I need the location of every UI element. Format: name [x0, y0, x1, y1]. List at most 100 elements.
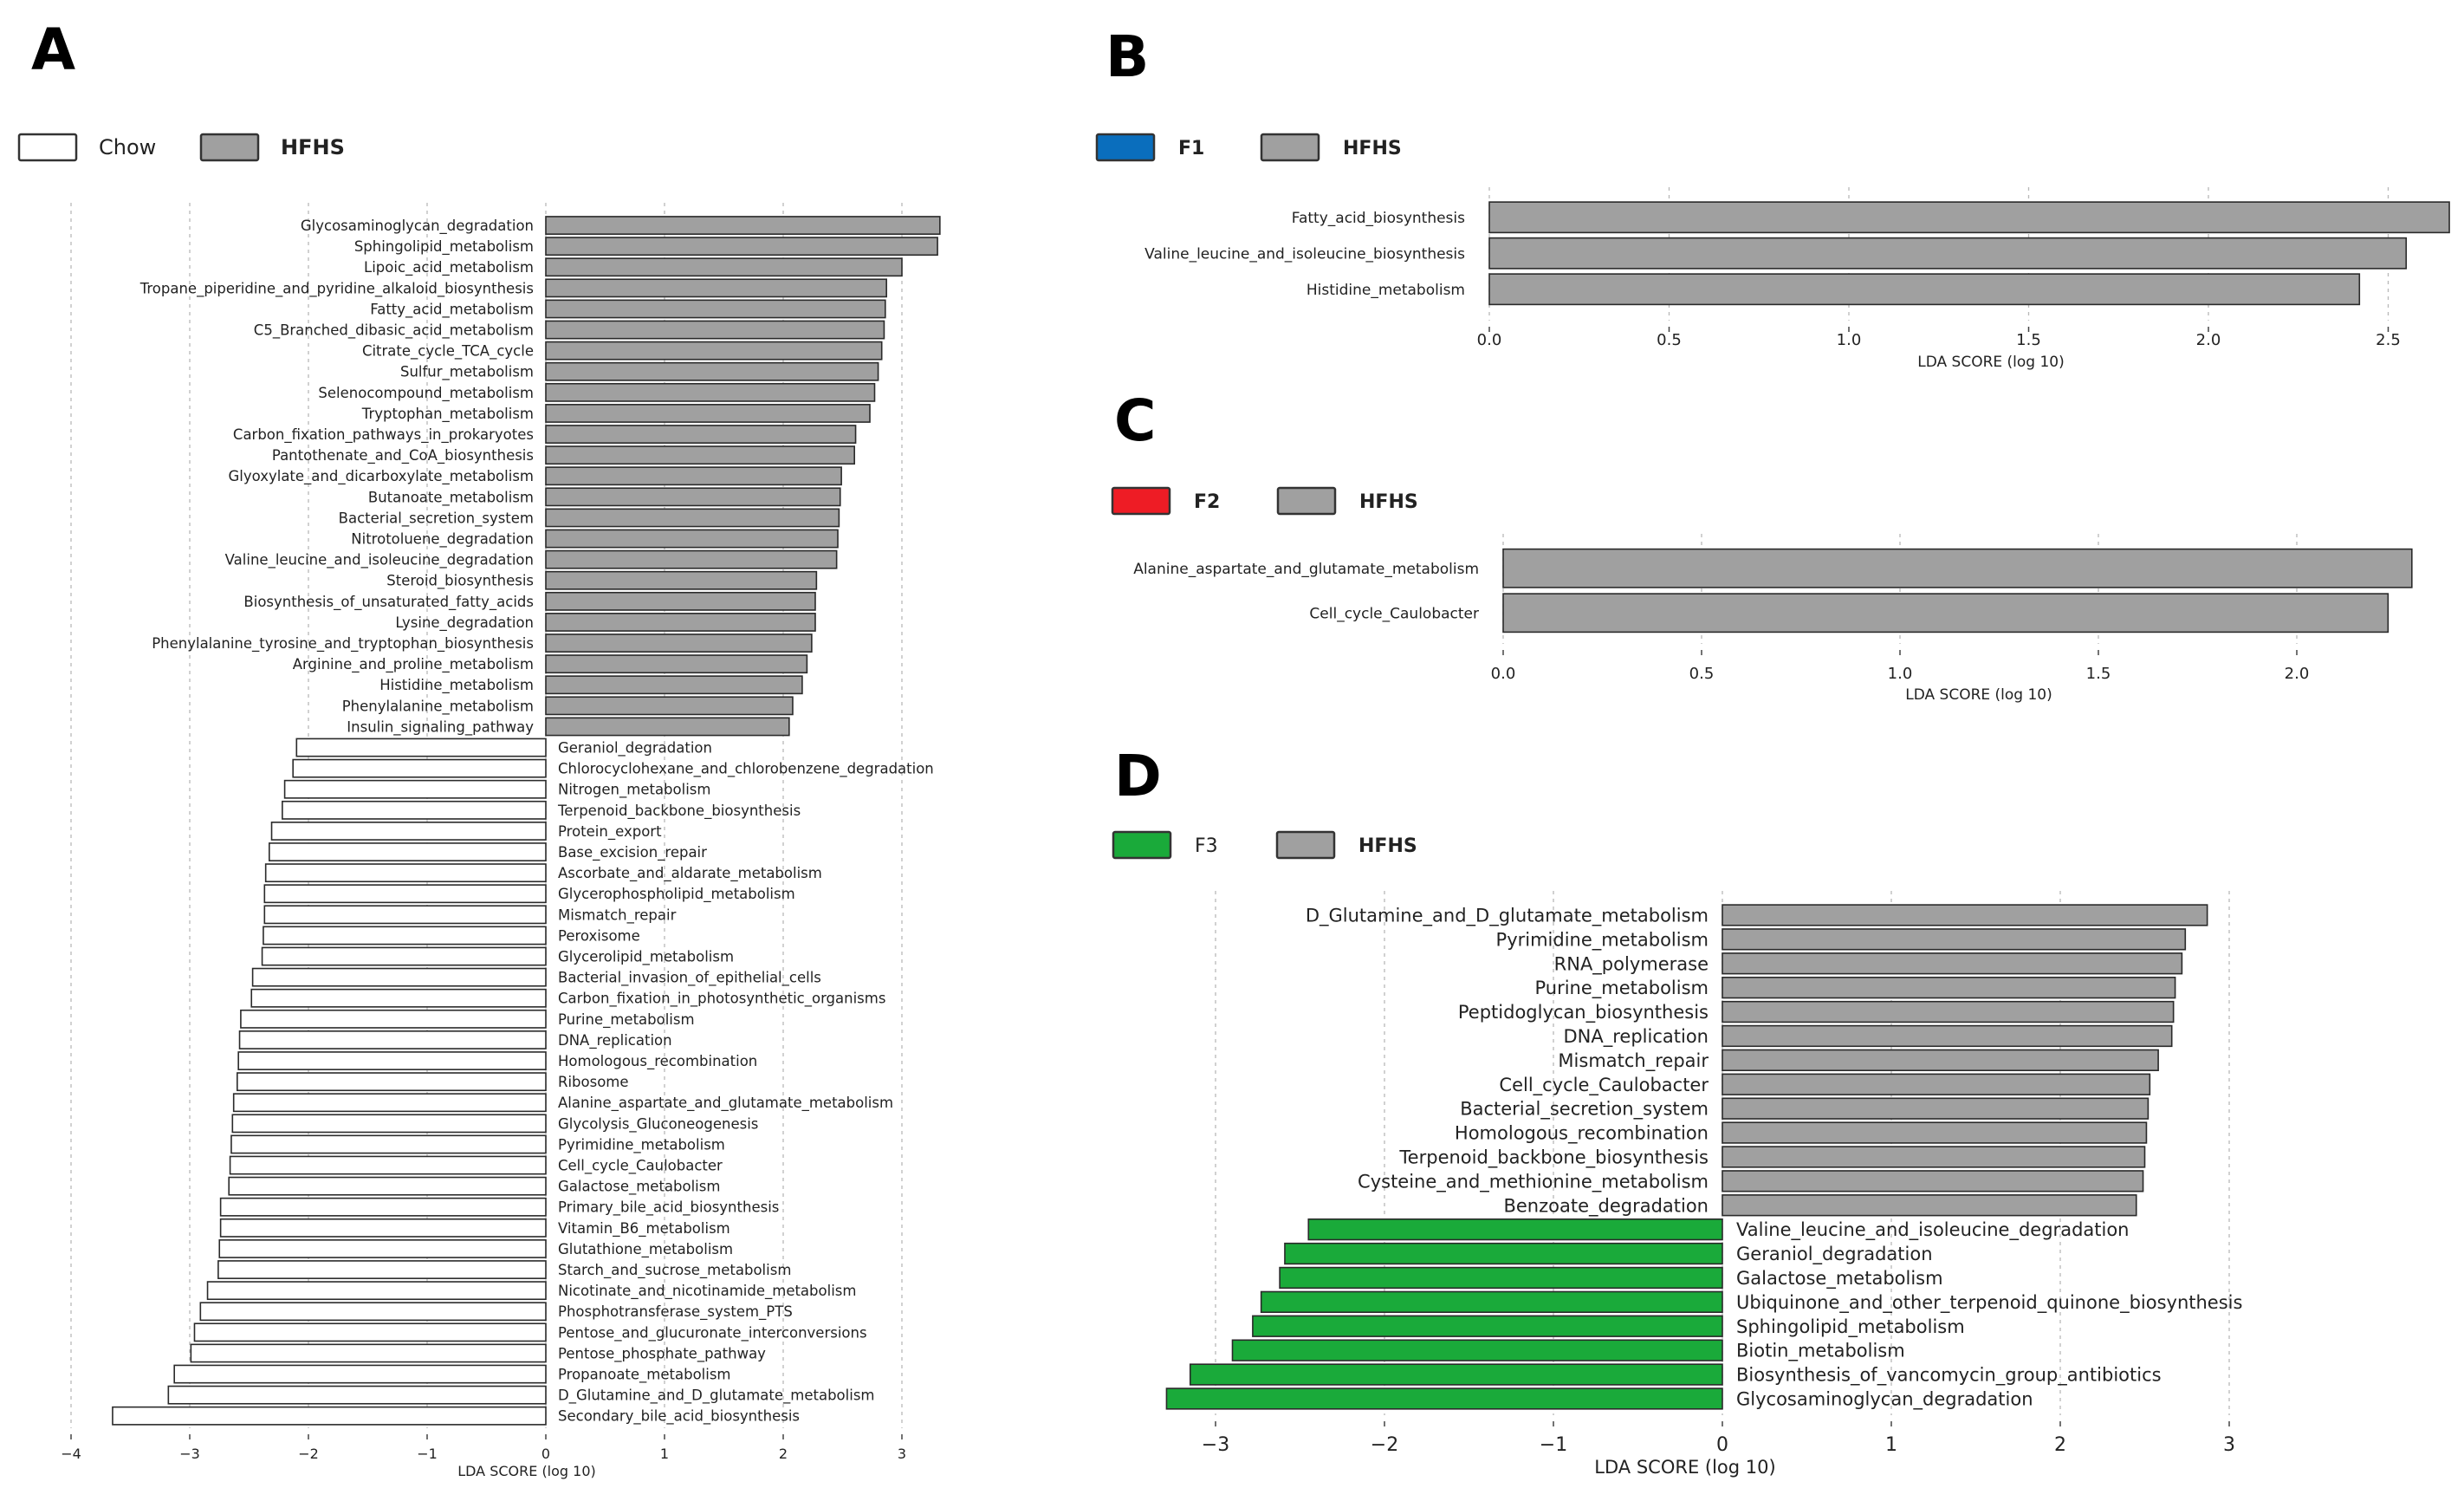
panel-c-tick-label: 1.5 — [2086, 665, 2111, 683]
panel-d-bar-label: Peptidoglycan_biosynthesis — [1458, 1002, 1709, 1023]
panel-a-bar — [228, 1176, 547, 1196]
panel-a-bar — [217, 1260, 547, 1279]
panel-d-bar — [1722, 1170, 2144, 1192]
panel-a-bar-label: Lipoic_acid_metabolism — [364, 259, 534, 276]
panel-a-bar-label: Glyoxylate_and_dicarboxylate_metabolism — [228, 468, 534, 485]
panel-a-bar — [270, 822, 547, 841]
panel-b-bar-label: Valine_leucine_and_isoleucine_biosynthes… — [1144, 245, 1465, 263]
panel-a-bar-label: Purine_metabolism — [558, 1011, 695, 1029]
panel-d-bar-label: Cell_cycle_Caulobacter — [1499, 1075, 1709, 1096]
panel-a-bar-label: Alanine_aspartate_and_glutamate_metaboli… — [558, 1095, 893, 1112]
panel-a-bar — [545, 382, 876, 402]
panel-d-bar — [1722, 904, 2208, 926]
panel-d-bar-label: Bacterial_secretion_system — [1460, 1099, 1709, 1121]
panel-a-legend-label-chow: Chow — [99, 135, 156, 159]
panel-a-bar — [229, 1155, 547, 1175]
panel-a-bar-label: Base_excision_repair — [558, 844, 707, 861]
panel-a-letter: A — [31, 16, 75, 83]
panel-a-bar-label: Peroxisome — [558, 927, 640, 944]
panel-a-bar — [545, 717, 790, 737]
panel-a-bar — [193, 1322, 547, 1342]
panel-d-group: D F3 HFHS D_Glutamine_and_D_glutamate_metab… — [1112, 743, 2242, 1478]
panel-d-bar-label: Biotin_metabolism — [1736, 1341, 1905, 1362]
panel-a-bar-label: Biosynthesis_of_unsaturated_fatty_acids — [243, 594, 534, 611]
panel-a-bar — [545, 529, 839, 549]
panel-d-tick-label: 2 — [2054, 1434, 2066, 1456]
panel-a-bar-label: Primary_bile_acid_biosynthesis — [558, 1199, 779, 1217]
panel-a-xlabel: LDA SCORE (log 10) — [457, 1463, 596, 1479]
panel-b-tick-label: 1.0 — [1837, 331, 1862, 349]
panel-d-bar-label: Ubiquinone_and_other_terpenoid_quinone_b… — [1736, 1292, 2242, 1314]
panel-d-bar-label: Geraniol_degradation — [1736, 1244, 1933, 1265]
panel-c-tick-label: 1.0 — [1888, 665, 1913, 683]
panel-a-bar — [545, 445, 856, 465]
panel-a-bar — [545, 257, 903, 277]
panel-c-bar-label: Cell_cycle_Caulobacter — [1309, 605, 1479, 622]
panel-d-bar-label: RNA_polymerase — [1554, 953, 1709, 975]
panel-a-bar — [112, 1406, 547, 1426]
panel-a-bar-label: Pyrimidine_metabolism — [558, 1136, 725, 1153]
panel-a-bar — [545, 508, 840, 528]
panel-a-bar — [545, 634, 813, 653]
panel-a-bar — [232, 1093, 547, 1113]
panel-a-bar-label: Starch_and_sucrose_metabolism — [558, 1262, 791, 1279]
panel-a-bar — [295, 738, 547, 757]
panel-d-bar — [1722, 1024, 2173, 1048]
panel-d-bar — [1722, 1097, 2150, 1120]
panel-b-legend-label-f1: F1 — [1178, 138, 1204, 159]
panel-a-legend-swatch-chow — [17, 133, 78, 162]
panel-b-bar — [1488, 237, 2408, 270]
panel-c-bar-label: Alanine_aspartate_and_glutamate_metaboli… — [1133, 561, 1479, 578]
panel-a-bar-label: Nitrotoluene_degradation — [351, 530, 534, 548]
panel-a-bar-label: Insulin_signaling_pathway — [347, 718, 534, 736]
panel-b-tick-label: 0.0 — [1477, 331, 1502, 349]
panel-a-bar-label: Terpenoid_backbone_biosynthesis — [557, 802, 801, 820]
panel-d-bar — [1260, 1290, 1723, 1314]
panel-a-bar — [545, 466, 842, 486]
panel-d-bar — [1722, 1000, 2175, 1023]
panel-a-bar-label: Bacterial_invasion_of_epithelial_cells — [558, 970, 821, 987]
panel-c-tick-label: 0.5 — [1689, 665, 1715, 683]
panel-d-tick-label: 3 — [2223, 1434, 2235, 1456]
panel-d-bar — [1722, 1121, 2148, 1144]
panel-a-bar — [251, 967, 547, 987]
panel-b-xlabel: LDA SCORE (log 10) — [1917, 354, 2065, 371]
panel-a-bar — [545, 654, 808, 674]
panel-d-bar — [1279, 1266, 1723, 1290]
panel-a-bar — [545, 299, 886, 319]
panel-b-tick-label: 1.5 — [2016, 331, 2041, 349]
panel-d-bar — [1722, 1049, 2159, 1072]
panel-c-legend-swatch-f2 — [1111, 486, 1171, 516]
panel-a-bar-label: Geraniol_degradation — [558, 739, 712, 757]
panel-a-bar-label: Secondary_bile_acid_biosynthesis — [558, 1408, 800, 1426]
panel-a-bar-label: C5_Branched_dibasic_acid_metabolism — [254, 322, 534, 339]
panel-a-legend-swatch-hfhs — [199, 133, 260, 162]
panel-a-bar — [545, 425, 857, 444]
panel-d-bar — [1722, 1146, 2146, 1168]
panel-b-legend-swatch-hfhs — [1260, 133, 1320, 162]
panel-a-bar — [173, 1364, 547, 1384]
panel-b-legend-label-hfhs: HFHS — [1343, 138, 1402, 159]
panel-a-bar-label: Galactose_metabolism — [558, 1179, 720, 1196]
panel-a-bar — [545, 404, 871, 423]
panel-a-bar-label: Arginine_and_proline_metabolism — [293, 656, 534, 673]
panel-c-bar — [1502, 593, 2389, 634]
panel-a-bar — [545, 696, 794, 716]
panel-a-bar-label: Tryptophan_metabolism — [361, 406, 534, 423]
panel-a-bar-label: Phenylalanine_metabolism — [342, 698, 534, 715]
panel-a-bar — [230, 1134, 547, 1154]
panel-a-bar-label: Bacterial_secretion_system — [339, 510, 534, 527]
panel-d-legend-label-f3: F3 — [1195, 835, 1218, 857]
panel-a-bar — [167, 1385, 547, 1405]
panel-a-tick-label: 3 — [898, 1446, 906, 1462]
panel-b-tick-label: 0.5 — [1657, 331, 1682, 349]
panel-d-bar — [1722, 976, 2176, 999]
panel-a-tick-label: 0 — [541, 1446, 550, 1462]
panel-a-bar-label: Sulfur_metabolism — [400, 364, 534, 381]
panel-a-bar-label: Ascorbate_and_aldarate_metabolism — [558, 865, 822, 882]
panel-c-letter: C — [1114, 387, 1156, 454]
panel-a-bar-label: Phenylalanine_tyrosine_and_tryptophan_bi… — [152, 635, 534, 653]
panel-c-legend-label-hfhs: HFHS — [1359, 491, 1418, 513]
panel-b-tick-label: 2.5 — [2376, 331, 2401, 349]
panel-a-bar — [261, 946, 547, 966]
